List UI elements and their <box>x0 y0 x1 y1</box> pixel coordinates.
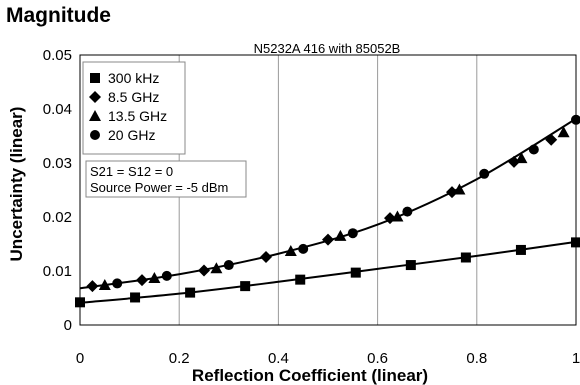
point-diamond-4 <box>322 233 334 246</box>
legend-label-3: 20 GHz <box>108 127 155 143</box>
y-axis-ticks: 0 0.01 0.02 0.03 0.04 0.05 <box>43 47 72 334</box>
legend-label-2: 13.5 GHz <box>108 108 167 124</box>
x-tick-label-2: 0.4 <box>268 350 289 367</box>
point-circle-6 <box>479 168 490 179</box>
y-tick-label-1: 0.01 <box>43 263 72 280</box>
point-triangle-4 <box>334 229 347 241</box>
point-circle-8 <box>571 114 580 125</box>
point-triangle-0 <box>98 279 111 291</box>
point-square-1 <box>130 292 141 303</box>
point-circle-0 <box>112 278 123 289</box>
annotation-line-2: Source Power = -5 dBm <box>90 180 228 195</box>
point-diamond-7 <box>508 155 520 168</box>
page-heading: Magnitude <box>6 4 111 27</box>
legend-marker-triangle-icon <box>89 110 101 121</box>
plot-frame <box>79 54 577 326</box>
point-triangle-1 <box>148 272 161 284</box>
x-tick-label-3: 0.6 <box>367 350 388 367</box>
y-axis-title: Uncertainty (linear) <box>7 107 26 262</box>
x-tick-label-5: 1 <box>572 350 580 367</box>
point-square-8 <box>515 244 526 255</box>
point-circle-2 <box>223 260 234 271</box>
x-tick-label-1: 0.2 <box>169 350 190 367</box>
x-tick-label-0: 0 <box>76 350 84 367</box>
y-tick-label-2: 0.02 <box>43 209 72 226</box>
fit-line-0 <box>79 240 577 304</box>
point-square-2 <box>185 287 196 298</box>
point-diamond-3 <box>260 250 272 263</box>
point-circle-3 <box>298 243 309 254</box>
point-square-0 <box>75 297 85 308</box>
point-triangle-5 <box>391 210 404 222</box>
x-tick-label-4: 0.8 <box>466 350 487 367</box>
x-axis-ticks: 0 0.2 0.4 0.6 0.8 1 <box>76 350 580 367</box>
point-diamond-2 <box>198 264 210 277</box>
point-triangle-2 <box>210 262 223 274</box>
point-circle-4 <box>347 228 358 239</box>
point-circle-5 <box>402 206 413 217</box>
annotation-box: S21 = S12 = 0 Source Power = -5 dBm <box>85 160 247 198</box>
x-axis-title: Reflection Coefficient (linear) <box>192 366 428 385</box>
point-square-7 <box>460 252 471 263</box>
point-square-4 <box>295 274 306 285</box>
legend-label-0: 300 kHz <box>108 70 159 86</box>
point-square-5 <box>350 267 361 278</box>
point-diamond-1 <box>136 274 148 287</box>
point-square-3 <box>240 281 251 292</box>
point-diamond-8 <box>545 133 558 146</box>
annotation-line-1: S21 = S12 = 0 <box>90 164 173 179</box>
point-square-9 <box>571 237 580 248</box>
point-circle-1 <box>161 270 172 281</box>
point-diamond-0 <box>86 280 99 293</box>
legend-marker-circle-icon <box>90 130 100 140</box>
annotation-frame <box>85 160 247 198</box>
point-square-6 <box>405 260 416 271</box>
point-triangle-7 <box>515 152 528 164</box>
point-triangle-8 <box>557 126 570 138</box>
legend-marker-diamond-icon <box>89 91 101 103</box>
chart-title: N5232A 416 with 85052B <box>254 41 401 56</box>
point-circle-7 <box>528 144 539 155</box>
y-tick-label-3: 0.03 <box>43 155 72 172</box>
legend-label-1: 8.5 GHz <box>108 89 159 105</box>
legend: 300 kHz 8.5 GHz 13.5 GHz 20 GHz <box>82 61 186 155</box>
point-diamond-6 <box>446 186 458 199</box>
legend-marker-square-icon <box>90 73 100 83</box>
y-tick-label-0: 0 <box>64 317 72 334</box>
y-tick-label-4: 0.04 <box>43 101 72 118</box>
point-triangle-3 <box>284 245 297 257</box>
y-tick-label-5: 0.05 <box>43 47 72 64</box>
point-triangle-6 <box>453 183 466 195</box>
data-markers <box>75 114 580 308</box>
